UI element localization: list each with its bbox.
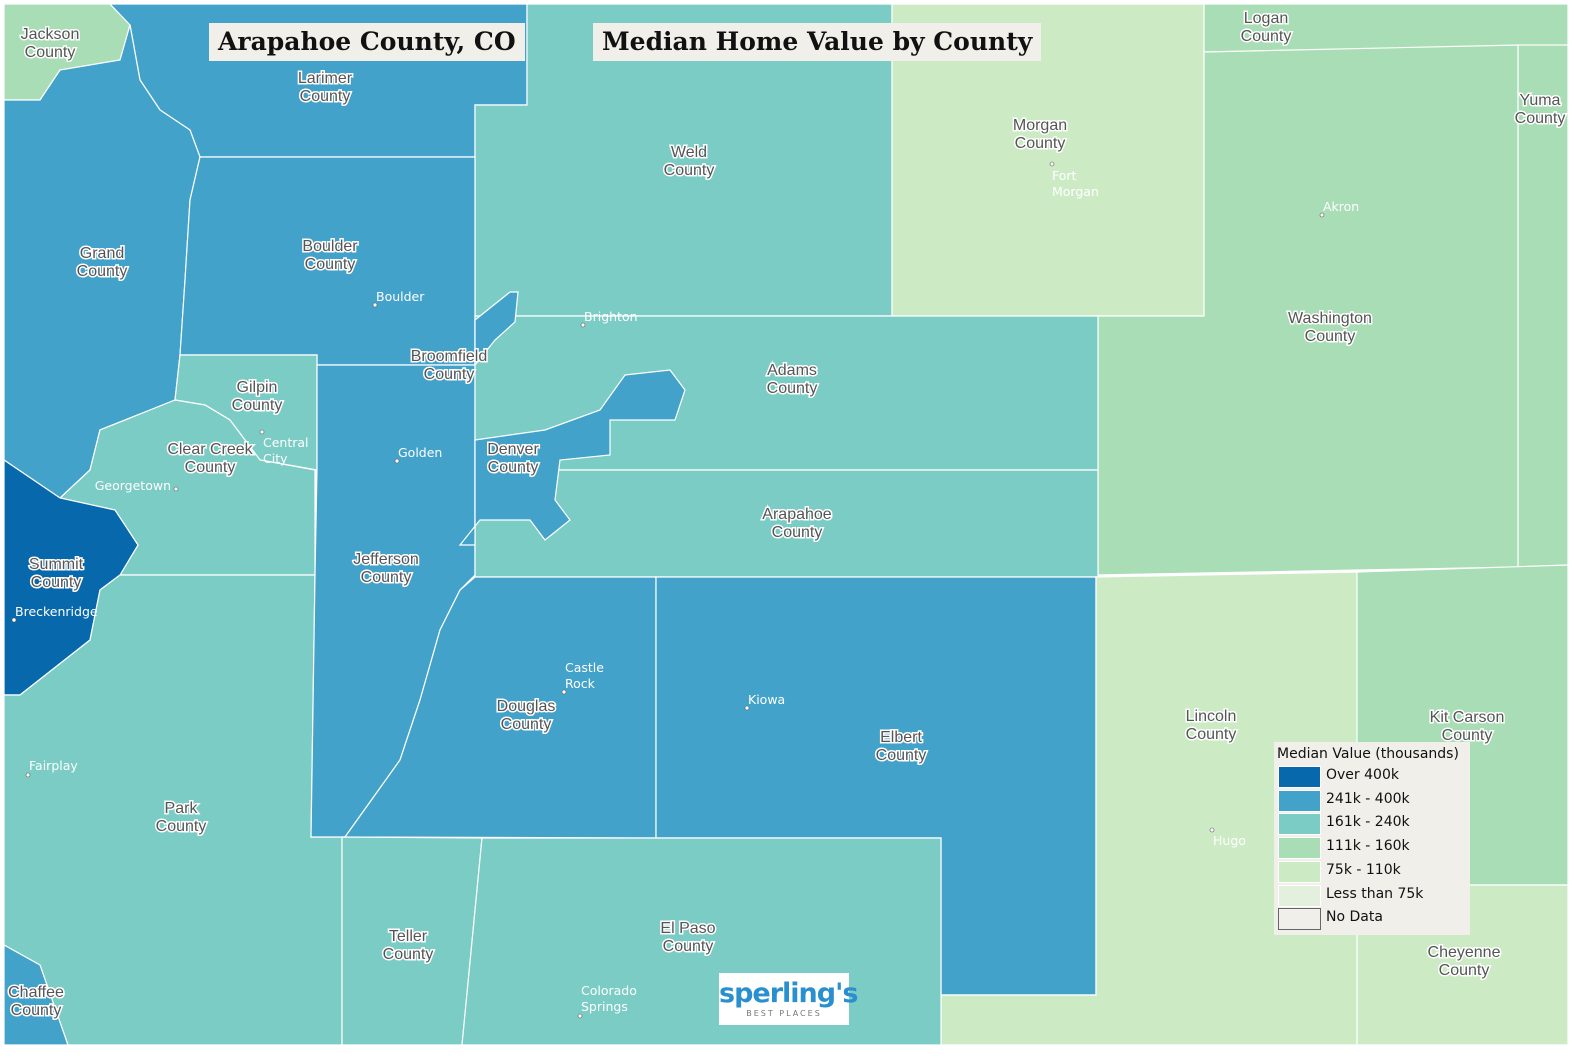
city-marker-icon <box>1049 161 1055 167</box>
city-label: Central City <box>263 435 309 466</box>
legend-label: 111k - 160k <box>1326 838 1410 855</box>
legend-label: Over 400k <box>1326 767 1399 783</box>
county-label: Chaffee County <box>8 984 64 1019</box>
city-label: Kiowa <box>748 692 785 707</box>
county-chaffee-county[interactable] <box>3 943 69 1046</box>
county-label: Kit Carson County <box>1430 709 1505 744</box>
city-label: Boulder <box>376 289 425 304</box>
city-marker-icon <box>394 458 400 464</box>
city-marker-icon <box>25 772 31 778</box>
city-marker-icon <box>580 322 586 328</box>
county-label: Boulder County <box>302 238 358 273</box>
legend-label: 241k - 400k <box>1326 790 1410 807</box>
legend-item-161k-240k: 161k - 240k <box>1278 813 1468 836</box>
city-marker-icon <box>259 429 265 435</box>
map-legend: Median Value (thousands) Over 400k 241k -… <box>1274 742 1470 935</box>
legend-swatch <box>1278 766 1321 788</box>
legend-item-no-data: No Data <box>1278 908 1468 931</box>
city-label: Golden <box>398 445 442 460</box>
legend-swatch <box>1278 837 1321 860</box>
city-label: Georgetown <box>95 478 171 493</box>
county-label: Broomfield County <box>411 348 487 383</box>
county-label: Lincoln County <box>1186 708 1237 743</box>
county-label: Yuma County <box>1515 92 1566 127</box>
county-label: Clear Creek County <box>167 441 253 476</box>
city-label: Brighton <box>584 309 638 324</box>
location-title: Arapahoe County, CO <box>209 23 525 61</box>
logo-brand: sperling's <box>719 978 858 1009</box>
legend-label: 75k - 110k <box>1326 861 1401 878</box>
county-label: Adams County <box>767 362 818 397</box>
legend-label: 161k - 240k <box>1326 814 1410 831</box>
county-label: Logan County <box>1241 10 1292 45</box>
county-label: Arapahoe County <box>762 506 831 541</box>
county-label: El Paso County <box>660 920 715 955</box>
city-label: Akron <box>1323 199 1359 214</box>
legend-item-241k-400k: 241k - 400k <box>1278 789 1468 812</box>
city-label: Breckenridge <box>15 604 98 619</box>
city-marker-icon <box>372 302 378 308</box>
county-label: Washington County <box>1288 310 1372 345</box>
legend-item-75k-110k: 75k - 110k <box>1278 860 1468 883</box>
legend-swatch <box>1278 884 1321 907</box>
city-label: Colorado Springs <box>581 983 637 1014</box>
city-label: Hugo <box>1213 833 1246 848</box>
city-marker-icon <box>173 486 179 492</box>
legend-item-111k-160k: 111k - 160k <box>1278 837 1468 860</box>
legend-label: Less than 75k <box>1326 885 1424 902</box>
legend-swatch <box>1278 813 1321 836</box>
city-label: Fairplay <box>29 758 78 773</box>
city-marker-icon <box>11 617 17 623</box>
city-marker-icon <box>577 1013 583 1019</box>
legend-swatch <box>1278 860 1321 883</box>
legend-item-over-400k: Over 400k <box>1278 766 1468 788</box>
county-label: Elbert County <box>876 729 927 764</box>
legend-swatch <box>1278 789 1321 812</box>
county-label: Jackson County <box>21 26 80 61</box>
county-label: Weld County <box>664 144 715 179</box>
county-label: Morgan County <box>1013 117 1067 152</box>
legend-label: No Data <box>1326 909 1383 926</box>
city-label: Castle Rock <box>565 660 604 691</box>
legend-swatch <box>1278 908 1321 931</box>
logo-tagline: BEST PLACES <box>746 1009 822 1018</box>
county-broomfield-county[interactable] <box>474 291 519 367</box>
city-marker-icon <box>1319 212 1325 218</box>
map-title: Median Home Value by County <box>593 23 1042 61</box>
county-label: Jefferson County <box>353 551 419 586</box>
county-label: Teller County <box>383 928 434 963</box>
city-label: Fort Morgan <box>1052 168 1099 199</box>
county-label: Larimer County <box>298 70 353 105</box>
city-marker-icon <box>744 705 750 711</box>
legend-item-less-than-75k: Less than 75k <box>1278 884 1468 907</box>
county-label: Denver County <box>487 441 539 476</box>
county-denver-county[interactable] <box>458 369 686 546</box>
county-label: Grand County <box>77 245 128 280</box>
county-label: Park County <box>156 800 207 835</box>
legend-title: Median Value (thousands) <box>1277 746 1459 762</box>
sperlings-logo[interactable]: sperling's BEST PLACES <box>719 973 858 1025</box>
city-marker-icon <box>1209 827 1215 833</box>
county-label: Summit County <box>29 556 84 591</box>
city-marker-icon <box>561 689 567 695</box>
county-label: Gilpin County <box>232 379 283 414</box>
county-label: Cheyenne County <box>1428 944 1501 979</box>
county-label: Douglas County <box>497 698 556 733</box>
